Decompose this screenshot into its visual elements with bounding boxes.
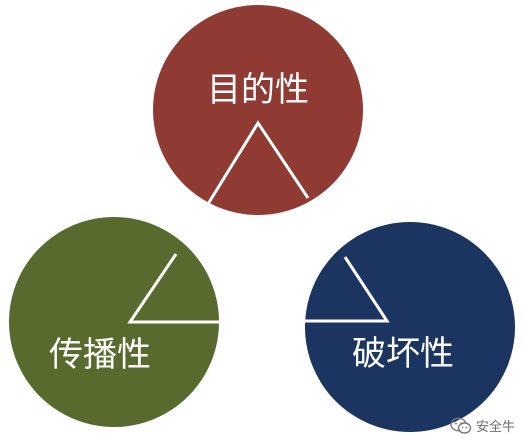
circle-top	[153, 5, 363, 215]
circle-right-group: 破坏性	[305, 222, 515, 432]
triangle-right	[305, 256, 390, 323]
circle-top-group: 目的性	[153, 5, 363, 215]
wechat-icon	[450, 417, 472, 434]
triangle-left	[127, 253, 219, 324]
circle-right	[305, 222, 515, 432]
circle-left-group: 传播性	[9, 217, 219, 427]
watermark: 安全牛	[450, 416, 515, 435]
label-right: 破坏性	[352, 334, 454, 374]
label-left: 传播性	[49, 335, 151, 375]
watermark-text: 安全牛	[475, 420, 515, 435]
label-top: 目的性	[207, 70, 309, 110]
triangle-top	[206, 120, 310, 205]
